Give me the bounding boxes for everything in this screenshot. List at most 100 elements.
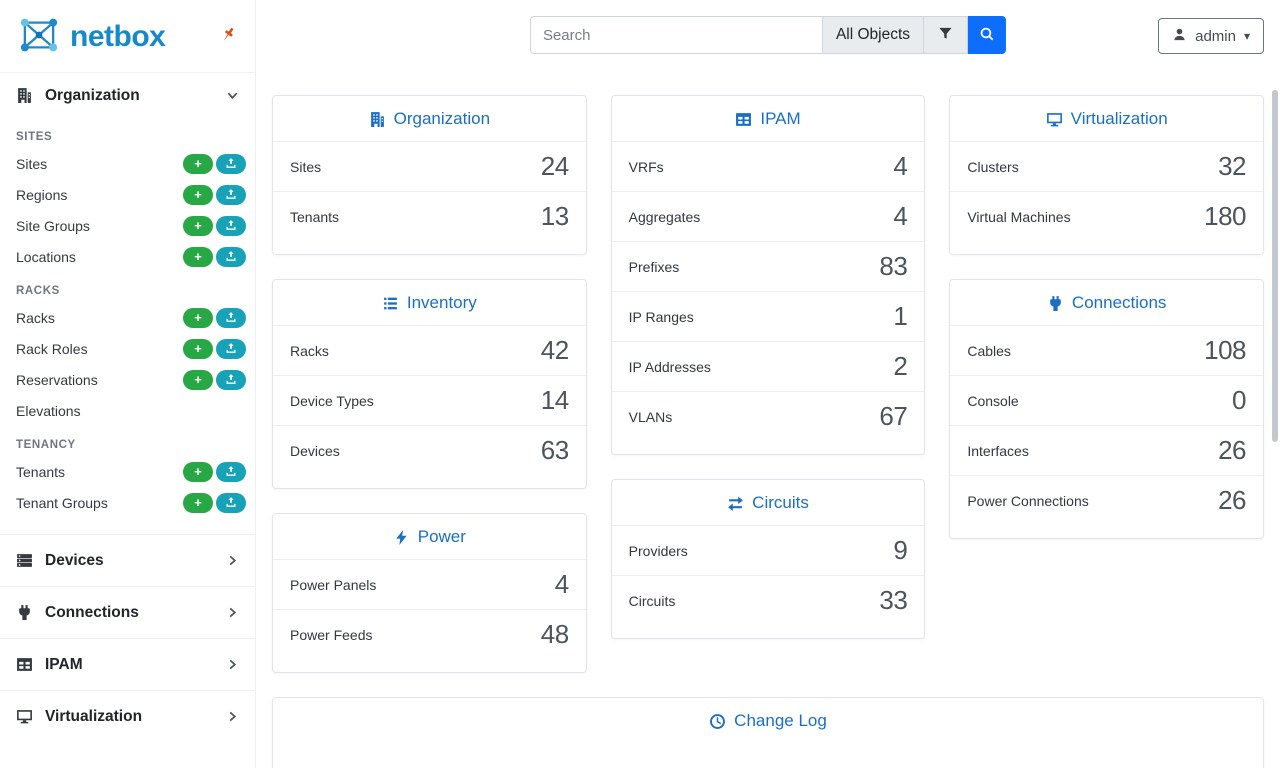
import-button[interactable] xyxy=(216,338,246,359)
stat-link[interactable]: IP Addresses xyxy=(628,358,711,375)
add-button[interactable]: + xyxy=(183,307,213,328)
chevron-right-icon xyxy=(226,710,239,723)
sidebar-link[interactable]: Tenants xyxy=(16,463,66,480)
sidebar-item-reservations: Reservations + xyxy=(0,364,255,395)
stat-row: Clusters 32 xyxy=(950,141,1264,191)
import-button[interactable] xyxy=(216,184,246,205)
plug-icon xyxy=(16,604,33,621)
changelog-card: Change Log xyxy=(272,697,1264,768)
stat-link[interactable]: Power Connections xyxy=(967,492,1089,509)
add-button[interactable]: + xyxy=(183,492,213,513)
pin-sidebar-button[interactable] xyxy=(216,24,239,50)
stat-link[interactable]: Sites xyxy=(290,158,322,175)
netbox-logo[interactable]: netbox xyxy=(16,15,166,60)
monitor-icon xyxy=(1046,111,1063,128)
import-button[interactable] xyxy=(216,307,246,328)
dashboard-cards: Organization Sites 24 Tenants 13 Invento… xyxy=(272,95,1265,673)
card-header: IPAM xyxy=(612,96,925,141)
sidebar-link[interactable]: Rack Roles xyxy=(16,340,88,357)
card-title: Connections xyxy=(1071,293,1167,312)
upload-icon xyxy=(225,188,237,202)
add-button[interactable]: + xyxy=(183,215,213,236)
sidebar-link[interactable]: Locations xyxy=(16,248,76,265)
add-button[interactable]: + xyxy=(183,461,213,482)
card-header: Connections xyxy=(950,280,1263,325)
main-content: All Objects admin ▾ xyxy=(256,0,1280,768)
sidebar-link[interactable]: Regions xyxy=(16,186,68,203)
upload-icon xyxy=(225,311,237,325)
stat-row: Console 0 xyxy=(950,375,1264,425)
list-icon xyxy=(382,295,399,312)
stat-row: Aggregates 4 xyxy=(611,191,925,241)
add-button[interactable]: + xyxy=(183,246,213,267)
stat-link[interactable]: IP Ranges xyxy=(628,308,694,325)
stat-link[interactable]: Devices xyxy=(290,442,340,459)
sidebar-section-devices[interactable]: Devices xyxy=(0,534,255,586)
sidebar-item-regions: Regions + xyxy=(0,179,255,210)
stat-link[interactable]: VLANs xyxy=(628,408,673,425)
building-icon xyxy=(16,87,33,104)
ipam-card: IPAM VRFs 4 Aggregates 4 Prefixes 83 IP … xyxy=(610,95,926,455)
grid-icon xyxy=(735,111,752,128)
stat-link[interactable]: Racks xyxy=(290,342,329,359)
netbox-logo-icon xyxy=(16,15,62,60)
topbar: All Objects admin ▾ xyxy=(272,16,1264,56)
stat-value: 67 xyxy=(879,401,908,431)
stat-value: 2 xyxy=(893,351,908,381)
transfer-icon xyxy=(727,495,744,512)
stat-link[interactable]: Circuits xyxy=(628,592,676,609)
sidebar-section-organization[interactable]: Organization xyxy=(0,72,255,118)
search-input[interactable] xyxy=(529,16,822,54)
stat-link[interactable]: Clusters xyxy=(967,158,1019,175)
vertical-scrollbar[interactable] xyxy=(1272,90,1278,442)
add-button[interactable]: + xyxy=(183,338,213,359)
stat-value: 83 xyxy=(879,251,908,281)
stat-link[interactable]: Providers xyxy=(628,542,688,559)
user-menu-button[interactable]: admin ▾ xyxy=(1158,18,1264,54)
stat-link[interactable]: Virtual Machines xyxy=(967,208,1071,225)
sidebar-link[interactable]: Reservations xyxy=(16,371,98,388)
stat-row: Power Connections 26 xyxy=(950,475,1264,525)
import-button[interactable] xyxy=(216,369,246,390)
sidebar-link[interactable]: Racks xyxy=(16,309,55,326)
caret-down-icon: ▾ xyxy=(1243,29,1250,43)
import-button[interactable] xyxy=(216,246,246,267)
add-button[interactable]: + xyxy=(183,153,213,174)
monitor-icon xyxy=(16,708,33,725)
import-button[interactable] xyxy=(216,153,246,174)
add-button[interactable]: + xyxy=(183,184,213,205)
stat-link[interactable]: Prefixes xyxy=(628,258,680,275)
stat-value: 24 xyxy=(540,151,569,181)
card-header: Change Log xyxy=(273,698,1263,743)
stat-link[interactable]: Tenants xyxy=(290,208,340,225)
sidebar-item-racks: Racks + xyxy=(0,302,255,333)
search-button[interactable] xyxy=(968,16,1007,54)
stat-link[interactable]: Interfaces xyxy=(967,442,1029,459)
power-card: Power Power Panels 4 Power Feeds 48 xyxy=(272,513,587,673)
sidebar-link[interactable]: Site Groups xyxy=(16,217,90,234)
sidebar-link[interactable]: Tenant Groups xyxy=(16,494,108,511)
sidebar-section-ipam[interactable]: IPAM xyxy=(0,638,255,690)
sidebar-section-connections[interactable]: Connections xyxy=(0,586,255,638)
import-button[interactable] xyxy=(216,461,246,482)
stat-link[interactable]: Console xyxy=(967,392,1019,409)
import-button[interactable] xyxy=(216,215,246,236)
sidebar-item-rack-roles: Rack Roles + xyxy=(0,333,255,364)
stat-link[interactable]: Cables xyxy=(967,342,1011,359)
import-button[interactable] xyxy=(216,492,246,513)
stat-link[interactable]: Power Panels xyxy=(290,576,377,593)
filter-button[interactable] xyxy=(924,16,969,54)
card-title: IPAM xyxy=(760,109,801,128)
stat-link[interactable]: Aggregates xyxy=(628,208,701,225)
stat-link[interactable]: Power Feeds xyxy=(290,626,373,643)
sidebar-link[interactable]: Elevations xyxy=(16,402,81,419)
stat-value: 42 xyxy=(540,335,569,365)
inventory-card: Inventory Racks 42 Device Types 14 Devic… xyxy=(272,279,587,489)
search-scope-select[interactable]: All Objects xyxy=(821,16,925,54)
stat-row: Providers 9 xyxy=(611,525,925,575)
add-button[interactable]: + xyxy=(183,369,213,390)
sidebar-link[interactable]: Sites xyxy=(16,155,48,172)
stat-link[interactable]: VRFs xyxy=(628,158,664,175)
sidebar-section-virtualization[interactable]: Virtualization xyxy=(0,690,255,742)
stat-link[interactable]: Device Types xyxy=(290,392,374,409)
